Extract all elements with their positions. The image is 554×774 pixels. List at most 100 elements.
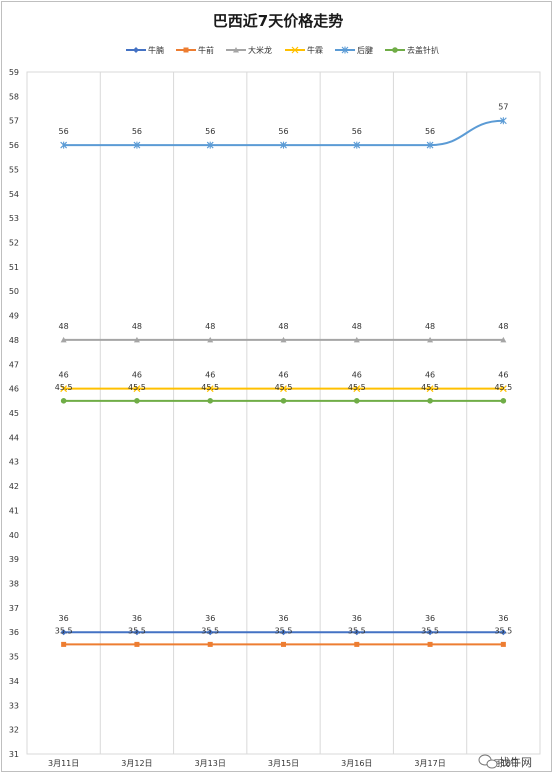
data-label: 46 <box>425 371 435 380</box>
data-point <box>354 641 360 647</box>
data-point <box>280 398 287 404</box>
data-point <box>280 629 287 636</box>
data-point <box>133 385 141 393</box>
x-axis: 3月11日 3月12日 3月13日 3月15日 3月16日 3月17日 3月18日 <box>48 759 519 768</box>
data-label: 35.5 <box>494 626 512 635</box>
y-tick-label: 43 <box>9 458 19 467</box>
data-label: 56 <box>59 127 69 136</box>
data-label: 46 <box>205 371 215 380</box>
data-label: 45.5 <box>494 383 512 392</box>
data-label: 48 <box>59 322 69 331</box>
data-label: 36 <box>132 614 142 623</box>
data-label: 45.5 <box>348 383 366 392</box>
legend-marker <box>183 47 189 53</box>
y-tick-label: 42 <box>9 482 19 491</box>
data-label: 48 <box>278 322 288 331</box>
data-label: 48 <box>498 322 508 331</box>
y-tick-label: 53 <box>9 214 19 223</box>
data-point <box>500 641 506 647</box>
data-point <box>133 629 140 636</box>
data-label: 45.5 <box>128 383 146 392</box>
data-point <box>60 385 68 393</box>
series-line <box>63 119 504 147</box>
data-point <box>499 385 507 393</box>
y-tick-label: 55 <box>9 165 19 174</box>
y-tick-label: 47 <box>9 360 19 369</box>
y-tick-label: 38 <box>9 580 19 589</box>
data-point <box>500 398 507 404</box>
data-label: 46 <box>498 371 508 380</box>
series-后腱 <box>60 117 507 149</box>
data-label: 35.5 <box>348 626 366 635</box>
data-label: 48 <box>352 322 362 331</box>
legend-item: 大米龙 <box>226 45 272 55</box>
legend-item: 牛前 <box>176 45 214 55</box>
wechat-icon <box>478 754 498 769</box>
x-tick-label: 3月16日 <box>341 759 372 768</box>
data-point <box>427 336 434 343</box>
y-tick-label: 46 <box>9 385 19 394</box>
y-tick-label: 32 <box>9 726 19 735</box>
series-牛前 <box>61 641 506 647</box>
data-label: 46 <box>132 371 142 380</box>
data-point <box>207 629 214 636</box>
data-label: 36 <box>59 614 69 623</box>
y-tick-label: 49 <box>9 312 19 321</box>
data-point <box>60 336 67 343</box>
watermark-text: 找牛网 <box>499 755 532 769</box>
data-label: 45.5 <box>55 383 73 392</box>
data-point <box>353 385 361 393</box>
legend-item: 去盖针扒 <box>385 45 439 55</box>
data-label: 56 <box>205 127 215 136</box>
y-tick-label: 34 <box>9 677 19 686</box>
y-tick-label: 35 <box>9 653 19 662</box>
data-point <box>281 641 286 647</box>
data-point <box>500 629 507 636</box>
data-point <box>206 141 214 149</box>
y-tick-label: 54 <box>9 190 19 199</box>
data-label: 36 <box>498 614 508 623</box>
x-tick-label: 3月12日 <box>121 759 152 768</box>
data-label: 56 <box>425 127 435 136</box>
data-label: 36 <box>425 614 435 623</box>
data-point <box>353 336 360 343</box>
data-label: 36 <box>205 614 215 623</box>
data-label: 56 <box>132 127 142 136</box>
data-point <box>134 641 140 647</box>
legend-marker <box>392 47 398 53</box>
data-label: 46 <box>278 371 288 380</box>
data-label: 45.5 <box>421 383 439 392</box>
data-labels: 36 36 36 36 36 36 36 35.5 35.5 35.5 35.5 35.5 35.5 35… <box>55 103 513 636</box>
y-tick-label: 50 <box>9 287 19 296</box>
legend-item: 后腱 <box>335 45 373 55</box>
legend-label: 牛霖 <box>307 45 323 55</box>
y-tick-label: 48 <box>9 336 19 345</box>
data-point <box>353 141 361 149</box>
data-label: 35.5 <box>55 626 73 635</box>
data-point <box>280 336 287 343</box>
data-point <box>426 385 434 393</box>
data-label: 45.5 <box>201 383 219 392</box>
y-tick-label: 40 <box>9 531 19 540</box>
data-label: 36 <box>278 614 288 623</box>
x-tick-label: 3月13日 <box>195 759 226 768</box>
y-axis: 31 32 33 34 35 36 37 38 39 40 41 42 43 44 45 46 47 48 49 50… <box>9 68 19 759</box>
data-label: 36 <box>352 614 362 623</box>
data-label: 56 <box>278 127 288 136</box>
watermark: 找牛网 <box>478 754 532 769</box>
data-point <box>427 629 434 636</box>
series-牛霖 <box>60 385 507 393</box>
y-tick-label: 52 <box>9 239 19 248</box>
data-point <box>353 629 360 636</box>
y-tick-label: 37 <box>9 604 19 613</box>
y-tick-label: 58 <box>9 92 19 101</box>
legend-marker <box>133 47 139 53</box>
legend-item: 牛霖 <box>285 45 323 55</box>
data-point <box>133 336 140 343</box>
data-label: 48 <box>132 322 142 331</box>
y-tick-label: 45 <box>9 409 19 418</box>
y-tick-label: 31 <box>9 750 19 759</box>
data-point <box>426 141 434 149</box>
